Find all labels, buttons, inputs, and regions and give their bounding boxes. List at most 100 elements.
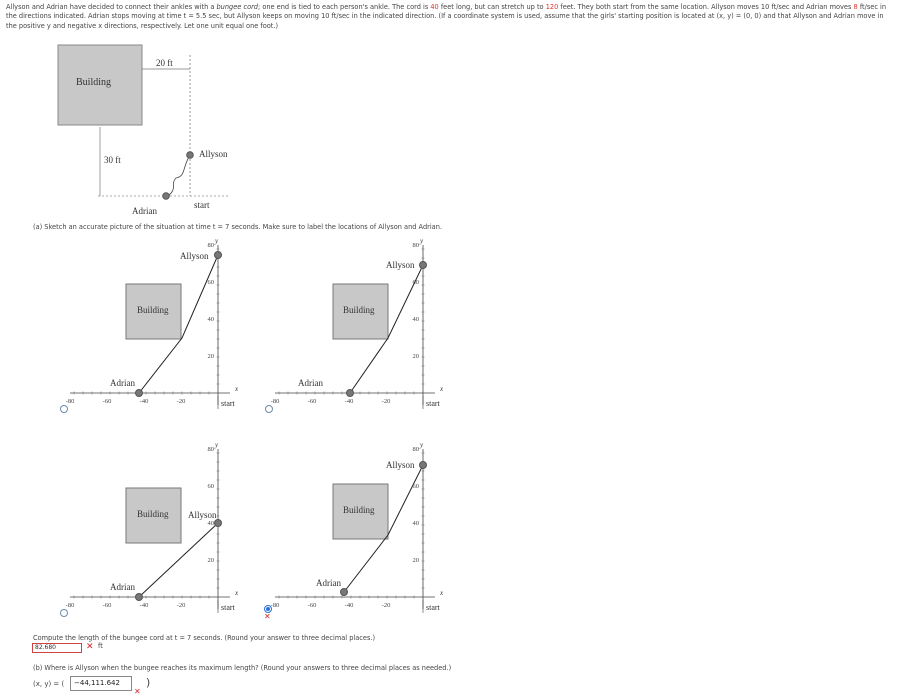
adrian-label: Adrian bbox=[316, 578, 341, 588]
adrian-marker bbox=[135, 593, 143, 601]
allyson-marker bbox=[419, 461, 427, 469]
start-label: start bbox=[194, 200, 210, 210]
coord-answer-input[interactable]: −44,111.642 bbox=[70, 676, 132, 691]
cord-line bbox=[343, 464, 424, 593]
coord-close-paren: ) bbox=[146, 676, 151, 689]
coord-incorrect-icon: ✕ bbox=[134, 687, 141, 696]
graph-option-2 bbox=[275, 245, 435, 409]
allyson-marker bbox=[214, 251, 222, 259]
x-tick-label: -60 bbox=[308, 602, 317, 609]
allyson-label: Allyson bbox=[386, 460, 415, 470]
x-tick-label: -20 bbox=[382, 602, 391, 609]
x-tick-label: -60 bbox=[103, 398, 112, 405]
x-axis-label: x bbox=[439, 385, 444, 393]
y-axis-label: y bbox=[214, 237, 219, 245]
cord-line bbox=[349, 264, 424, 394]
x-tick-label: -60 bbox=[103, 602, 112, 609]
length-incorrect-icon: ✕ bbox=[86, 642, 94, 652]
building-label: Building bbox=[343, 305, 375, 315]
graph-option-1 bbox=[70, 245, 230, 409]
building-shape bbox=[125, 487, 182, 544]
y-tick-label: 40 bbox=[208, 316, 215, 323]
x-tick-label: -40 bbox=[140, 398, 149, 405]
adrian-marker bbox=[162, 192, 170, 200]
y-tick-label: 60 bbox=[208, 483, 215, 490]
cord-line bbox=[138, 522, 219, 598]
start-label: start bbox=[426, 603, 441, 612]
allyson-marker bbox=[186, 151, 194, 159]
option-4-radio[interactable] bbox=[264, 605, 272, 613]
option-3-radio[interactable] bbox=[60, 609, 68, 617]
problem-statement: Allyson and Adrian have decided to conne… bbox=[6, 3, 887, 30]
x-tick-label: -80 bbox=[271, 602, 280, 609]
x-tick-label: -20 bbox=[177, 398, 186, 405]
adrian-marker bbox=[346, 389, 354, 397]
y-tick-label: 60 bbox=[413, 279, 420, 286]
graph-option-4 bbox=[275, 449, 435, 613]
width-label: 20 ft bbox=[156, 58, 173, 68]
y-tick-label: 80 bbox=[208, 446, 215, 453]
x-tick-label: -80 bbox=[66, 602, 75, 609]
y-tick-label: 20 bbox=[208, 557, 215, 564]
allyson-label: Allyson bbox=[199, 149, 228, 159]
adrian-label: Adrian bbox=[110, 582, 135, 592]
y-tick-label: 80 bbox=[208, 242, 215, 249]
option-1-radio[interactable] bbox=[60, 405, 68, 413]
length-prompt: Compute the length of the bungee cord at… bbox=[33, 634, 376, 642]
y-axis-label: y bbox=[419, 237, 424, 245]
x-tick-label: -20 bbox=[382, 398, 391, 405]
allyson-marker bbox=[214, 519, 222, 527]
y-tick-label: 40 bbox=[208, 520, 215, 527]
x-tick-label: -40 bbox=[140, 602, 149, 609]
adrian-label: Adrian bbox=[298, 378, 323, 388]
building-label: Building bbox=[76, 77, 111, 88]
length-answer-input[interactable]: 82.680 bbox=[32, 643, 82, 653]
part-a-prompt: (a) Sketch an accurate picture of the si… bbox=[33, 223, 442, 231]
x-tick-label: -40 bbox=[345, 602, 354, 609]
building-shape bbox=[125, 283, 182, 340]
option-2-radio[interactable] bbox=[265, 405, 273, 413]
building-label: Building bbox=[343, 505, 375, 515]
y-tick-label: 40 bbox=[413, 316, 420, 323]
x-tick-label: -80 bbox=[66, 398, 75, 405]
cord-line bbox=[138, 254, 219, 394]
adrian-label: Adrian bbox=[110, 378, 135, 388]
y-tick-label: 80 bbox=[413, 242, 420, 249]
building-label: Building bbox=[137, 509, 169, 519]
incorrect-icon: ✕ bbox=[264, 612, 271, 621]
x-tick-label: -60 bbox=[308, 398, 317, 405]
x-axis-label: x bbox=[234, 589, 239, 597]
allyson-marker bbox=[419, 261, 427, 269]
building-label: Building bbox=[137, 305, 169, 315]
start-label: start bbox=[426, 399, 441, 408]
start-label: start bbox=[221, 399, 236, 408]
y-tick-label: 20 bbox=[413, 557, 420, 564]
x-tick-label: -20 bbox=[177, 602, 186, 609]
building-shape bbox=[332, 483, 389, 540]
y-tick-label: 60 bbox=[208, 279, 215, 286]
building-shape bbox=[332, 283, 389, 340]
start-label: start bbox=[221, 603, 236, 612]
x-tick-label: -40 bbox=[345, 398, 354, 405]
adrian-marker bbox=[135, 389, 143, 397]
x-axis-label: x bbox=[234, 385, 239, 393]
y-tick-label: 80 bbox=[413, 446, 420, 453]
allyson-label: Allyson bbox=[180, 251, 209, 261]
building-shape bbox=[57, 44, 143, 126]
graph-option-3 bbox=[70, 449, 230, 613]
height-label: 30 ft bbox=[104, 155, 121, 165]
y-tick-label: 40 bbox=[413, 520, 420, 527]
adrian-label: Adrian bbox=[132, 206, 157, 216]
y-tick-label: 60 bbox=[413, 483, 420, 490]
y-tick-label: 20 bbox=[208, 353, 215, 360]
coord-label: (x, y) = ( bbox=[33, 680, 65, 688]
part-b-prompt: (b) Where is Allyson when the bungee rea… bbox=[33, 664, 452, 672]
x-axis-label: x bbox=[439, 589, 444, 597]
allyson-label: Allyson bbox=[386, 260, 415, 270]
y-axis-label: y bbox=[419, 441, 424, 449]
adrian-marker bbox=[340, 588, 348, 596]
y-tick-label: 20 bbox=[413, 353, 420, 360]
x-tick-label: -80 bbox=[271, 398, 280, 405]
